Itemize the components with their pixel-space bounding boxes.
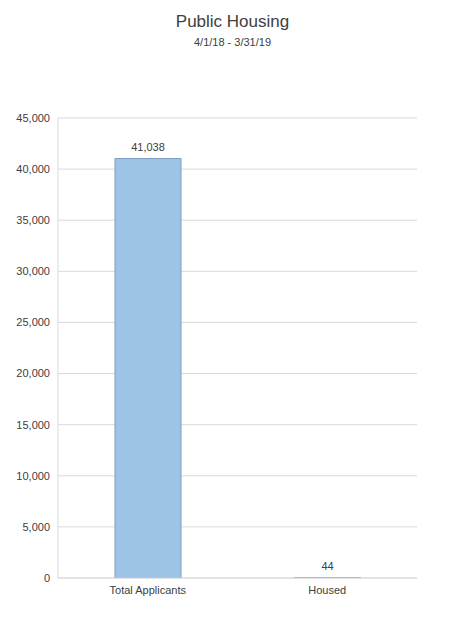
svg-text:Housed: Housed [308,584,346,596]
svg-text:35,000: 35,000 [16,214,50,226]
svg-text:41,038: 41,038 [131,141,165,153]
html-text:4/1/18 - 3/31/19: 4/1/18 - 3/31/19 [194,36,271,48]
svg-text:45,000: 45,000 [16,112,50,124]
svg-text:15,000: 15,000 [16,419,50,431]
svg-text:25,000: 25,000 [16,316,50,328]
svg-text:44: 44 [321,560,333,572]
svg-text:0: 0 [44,572,50,584]
svg-text:30,000: 30,000 [16,265,50,277]
svg-text:20,000: 20,000 [16,367,50,379]
html-text:Public Housing: Public Housing [175,12,290,31]
svg-text:10,000: 10,000 [16,470,50,482]
svg-text:40,000: 40,000 [16,163,50,175]
svg-text:5,000: 5,000 [22,521,50,533]
svg-text:Total Applicants: Total Applicants [110,584,187,596]
